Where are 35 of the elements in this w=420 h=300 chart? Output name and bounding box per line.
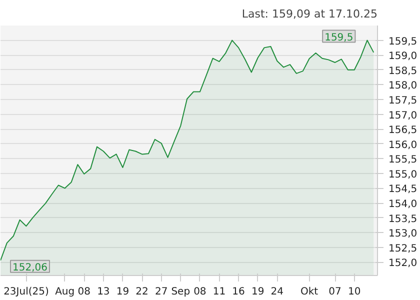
y-tick-label: 156,5 — [388, 125, 418, 136]
y-tick-label: 152,0 — [388, 258, 418, 270]
y-tick-label: 157,0 — [388, 110, 418, 122]
x-tick-label: 08 — [78, 286, 91, 298]
y-tick-label: 153,0 — [388, 228, 418, 240]
x-tick-label: 07 — [328, 286, 342, 298]
y-tick-label: 158,0 — [388, 80, 418, 92]
x-tick-label: 19 — [116, 286, 130, 298]
x-tick-label: 10 — [348, 286, 361, 298]
y-tick-label: 155,5 — [388, 154, 418, 166]
x-tick-label: Aug — [55, 286, 75, 298]
y-tick-label: 159,5 — [388, 36, 418, 48]
y-tick-label: 159,0 — [388, 51, 418, 62]
annotation: 159,5 — [324, 32, 354, 44]
x-tick-label: 19 — [251, 286, 264, 298]
x-tick-label: 24 — [270, 286, 284, 298]
y-tick-label: 154,5 — [388, 184, 418, 196]
y-tick-label: 153,5 — [388, 214, 418, 225]
x-tick-label: 16 — [232, 286, 245, 298]
y-tick-label: 155,0 — [388, 169, 418, 180]
annotation: 152,06 — [12, 262, 48, 274]
y-tick-label: 157,5 — [388, 95, 418, 106]
x-tick-label: 08 — [194, 286, 206, 298]
x-tick-label: 22 — [136, 286, 148, 298]
y-tick-label: 158,5 — [388, 66, 418, 77]
chart-title: Last: 159,09 at 17.10.25 — [242, 8, 378, 20]
x-tick-label: 27 — [154, 286, 168, 298]
x-tick-label: 23Jul(25) — [4, 286, 49, 298]
x-tick-label: 13 — [97, 286, 110, 298]
y-tick-label: 154,0 — [388, 199, 418, 210]
y-tick-label: 156,0 — [388, 140, 418, 151]
x-tick-label: Okt — [300, 286, 318, 298]
y-tick-label: 152,5 — [388, 243, 418, 254]
x-tick-label: Sep — [171, 286, 190, 298]
x-tick-label: 11 — [212, 286, 226, 298]
